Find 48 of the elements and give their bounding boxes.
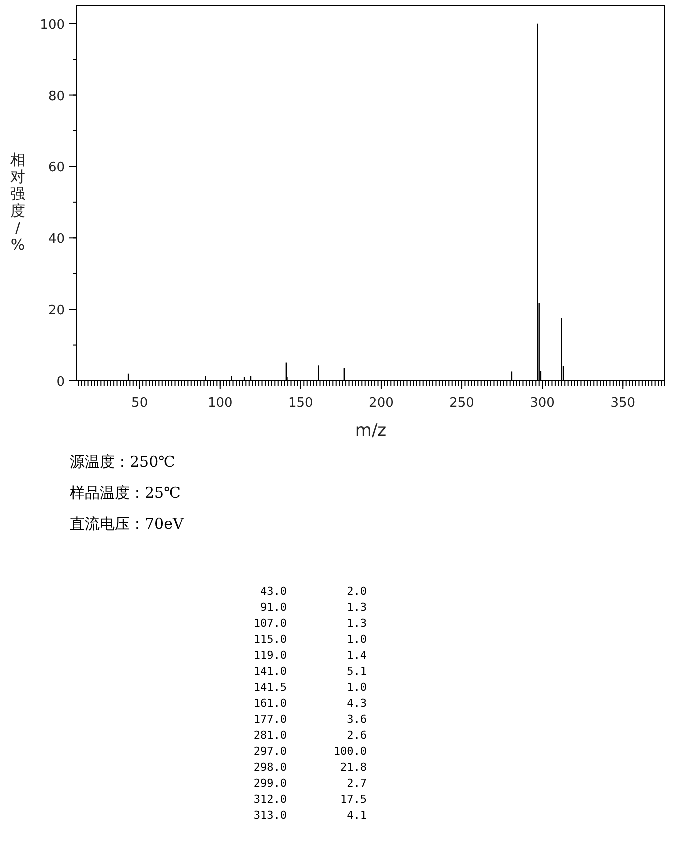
y-tick-label: 100 bbox=[40, 18, 65, 33]
text: 17.5 bbox=[340, 793, 367, 806]
text: 313.0 bbox=[254, 809, 287, 822]
text: 297.0 bbox=[254, 745, 287, 758]
x-tick-label: 50 bbox=[132, 396, 148, 411]
text: 115.0 bbox=[254, 633, 287, 646]
text: 2.6 bbox=[347, 729, 367, 742]
text: 样品温度：25℃ bbox=[70, 484, 181, 502]
text: 281.0 bbox=[254, 729, 287, 742]
x-tick-label: 350 bbox=[610, 396, 636, 411]
text: 4.1 bbox=[347, 809, 367, 822]
y-tick-label: 40 bbox=[48, 232, 65, 248]
text: 161.0 bbox=[254, 697, 287, 710]
text: 312.0 bbox=[254, 793, 287, 806]
text: 1.3 bbox=[347, 617, 367, 630]
x-tick-label: 200 bbox=[369, 396, 394, 411]
text: 141.5 bbox=[254, 681, 287, 694]
y-tick-label: 60 bbox=[48, 160, 65, 176]
text: 2.7 bbox=[347, 777, 367, 790]
text: 源温度：250℃ bbox=[70, 453, 176, 471]
x-axis-title: m/z bbox=[355, 421, 387, 441]
y-tick-label: 20 bbox=[48, 304, 65, 319]
text: 3.6 bbox=[347, 713, 367, 726]
text: 21.8 bbox=[340, 761, 367, 774]
x-tick-label: 150 bbox=[288, 396, 314, 411]
text: 5.1 bbox=[347, 665, 367, 678]
text: 1.3 bbox=[347, 601, 367, 614]
text: 4.3 bbox=[347, 697, 367, 710]
text: 141.0 bbox=[254, 665, 287, 678]
x-tick-label: 100 bbox=[208, 396, 233, 411]
y-axis-title: 相对强度/% bbox=[10, 151, 26, 254]
text: 1.4 bbox=[347, 649, 368, 662]
x-tick-label: 250 bbox=[450, 396, 474, 411]
x-tick-label: 300 bbox=[530, 396, 555, 411]
text: 298.0 bbox=[254, 761, 287, 774]
text: 43.0 bbox=[260, 585, 287, 598]
text: 91.0 bbox=[260, 601, 287, 614]
text: 100.0 bbox=[334, 745, 367, 758]
text: 1.0 bbox=[347, 633, 367, 646]
text: 299.0 bbox=[254, 777, 287, 790]
text: 2.0 bbox=[347, 585, 367, 598]
text: 177.0 bbox=[254, 713, 287, 726]
text: 直流电压：70eV bbox=[70, 515, 185, 533]
y-tick-label: 80 bbox=[48, 89, 65, 104]
text: 107.0 bbox=[254, 617, 287, 630]
y-tick-label: 0 bbox=[56, 375, 65, 390]
text: 119.0 bbox=[254, 649, 287, 662]
text: 1.0 bbox=[347, 681, 367, 694]
